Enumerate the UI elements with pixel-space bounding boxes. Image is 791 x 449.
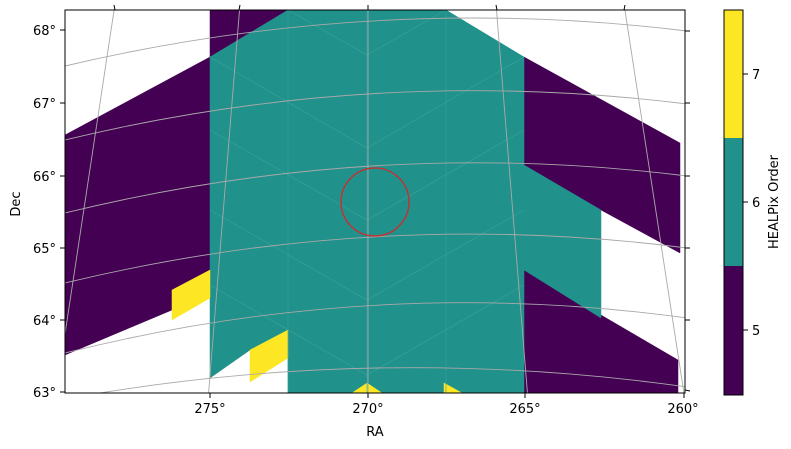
y-tick-label: 64° [33, 314, 56, 329]
colorbar-tick-label: 7 [752, 68, 760, 83]
colorbar-tick-label: 5 [752, 324, 760, 339]
healpix-cell-edge [209, 56, 525, 149]
gridline-dec-67 [65, 90, 685, 141]
x-tick-mark-top [623, 4, 626, 11]
x-tick-mark-top [113, 4, 116, 11]
colorbar-segment-order-5 [724, 266, 743, 395]
x-tick-label: 270° [352, 402, 383, 417]
gridline-dec-66 [65, 162, 685, 214]
x-tick-mark-top [495, 4, 498, 11]
healpix-cell-order-6 [209, 10, 602, 393]
ra-gridlines [65, 10, 685, 393]
colorbar: 7 6 5 HEALPix Order [723, 9, 782, 396]
healpix-cell-order-7 [171, 269, 211, 321]
x-tick-label: 260° [667, 402, 698, 417]
plot-frame [64, 9, 686, 394]
y-tick-mark-right [684, 389, 691, 392]
healpix-cells [65, 10, 681, 393]
x-axis-label: RA [366, 425, 384, 440]
healpix-cell-order-7 [443, 382, 463, 393]
gridline-dec-63 [97, 367, 685, 393]
x-tick-mark-top [238, 4, 241, 11]
gridline-dec-68 [65, 17, 685, 67]
colorbar-tick-label: 6 [752, 196, 760, 211]
gridline-dec-65 [65, 233, 685, 284]
y-tick-label: 63° [33, 386, 56, 401]
gridline-ra-265 [496, 10, 528, 393]
healpix-cell-edge [209, 129, 525, 221]
y-tick-label: 67° [33, 97, 56, 112]
y-axis-label: Dec [9, 191, 24, 216]
gridline-ra-280 [65, 10, 115, 338]
x-axis [113, 4, 685, 398]
dec-gridlines [65, 17, 685, 393]
gridline-ra-260 [624, 10, 685, 393]
y-tick-label: 66° [33, 170, 56, 185]
target-circle-marker [340, 167, 410, 237]
y-tick-label: 65° [33, 242, 56, 257]
plot-area [64, 9, 686, 394]
colorbar-segment-order-7 [724, 10, 743, 138]
x-tick-label: 275° [194, 402, 225, 417]
gridline-ra-275 [208, 10, 240, 393]
healpix-cell-edge [209, 284, 525, 376]
colorbar-label: HEALPix Order [767, 154, 782, 249]
healpix-cell-edge [209, 209, 525, 301]
y-axis [60, 29, 691, 393]
x-tick-label: 265° [509, 402, 540, 417]
y-tick-label: 68° [33, 24, 56, 39]
gridline-dec-64 [65, 302, 685, 354]
colorbar-segment-order-6 [724, 138, 743, 266]
